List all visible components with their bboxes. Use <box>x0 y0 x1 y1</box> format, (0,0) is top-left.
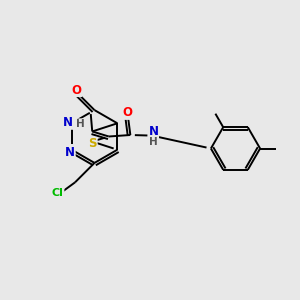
Text: H: H <box>149 137 158 147</box>
Text: Cl: Cl <box>52 188 64 198</box>
Text: N: N <box>65 146 75 159</box>
Text: O: O <box>122 106 132 119</box>
Text: N: N <box>148 125 158 139</box>
Text: S: S <box>88 137 97 150</box>
Text: N: N <box>63 116 73 129</box>
Text: H: H <box>76 119 84 129</box>
Text: O: O <box>71 83 82 97</box>
